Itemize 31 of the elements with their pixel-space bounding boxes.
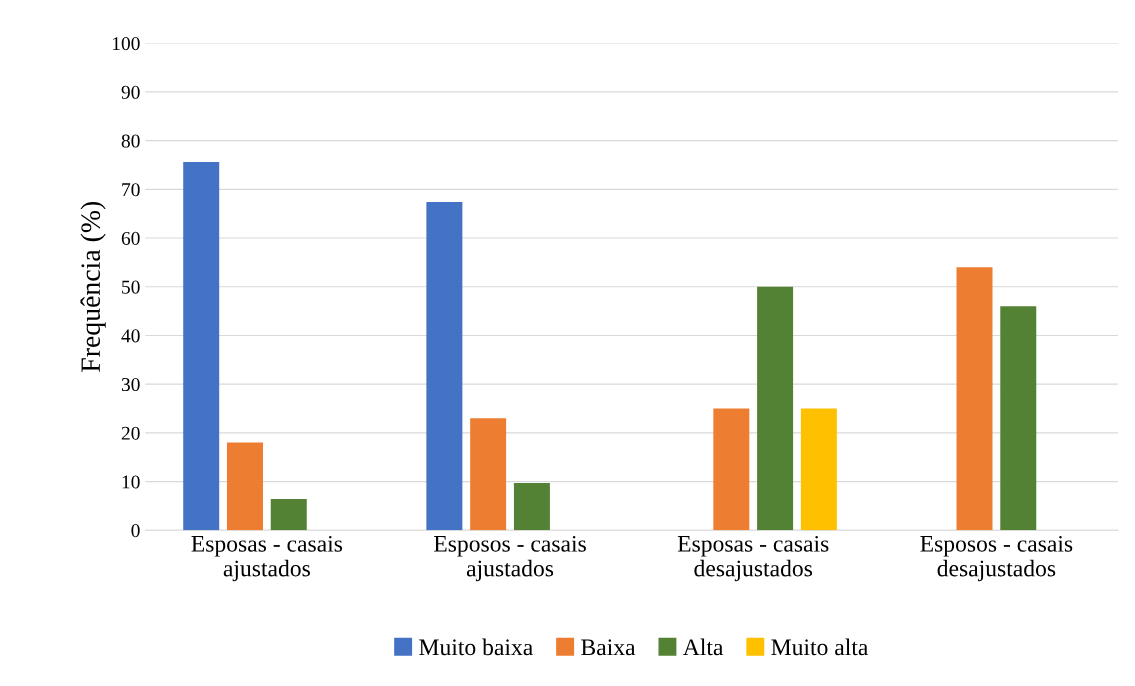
y-tick-label: 60 (121, 231, 140, 245)
y-tick-label: 70 (122, 183, 140, 197)
y-tick-label: 100 (112, 37, 140, 51)
legend-label: Muito baixa (419, 638, 533, 656)
legend-label: Muito alta (771, 638, 869, 656)
bar (426, 202, 463, 531)
y-tick-label: 10 (122, 475, 140, 489)
bar (800, 408, 837, 531)
y-tick-label: 50 (122, 280, 140, 294)
bar (226, 442, 263, 531)
y-tick-label: 80 (121, 134, 140, 148)
bar (1000, 306, 1037, 531)
y-tick-label: 30 (121, 377, 140, 392)
y-tick-label: 90 (121, 85, 140, 99)
bar (757, 286, 794, 531)
bar (956, 267, 993, 531)
y-tick-label: 40 (121, 329, 140, 343)
x-tick-label: Esposas - casais ajustados (191, 535, 343, 582)
y-tick-label: 0 (131, 524, 140, 538)
y-axis-title: Frequência (%) (80, 201, 106, 372)
bar (513, 483, 550, 531)
bar (183, 162, 220, 531)
x-tick-label: Esposos - casais ajustados (433, 535, 586, 582)
legend-label: Baixa (581, 639, 636, 656)
bar (270, 499, 307, 531)
legend-label: Alta (683, 638, 724, 656)
bar (470, 418, 507, 531)
x-tick-label: Esposas - casais desajustados (677, 535, 829, 582)
x-tick-label: Esposos - casais desajustados (920, 535, 1073, 582)
bar (713, 408, 750, 531)
y-tick-label: 20 (121, 426, 140, 440)
